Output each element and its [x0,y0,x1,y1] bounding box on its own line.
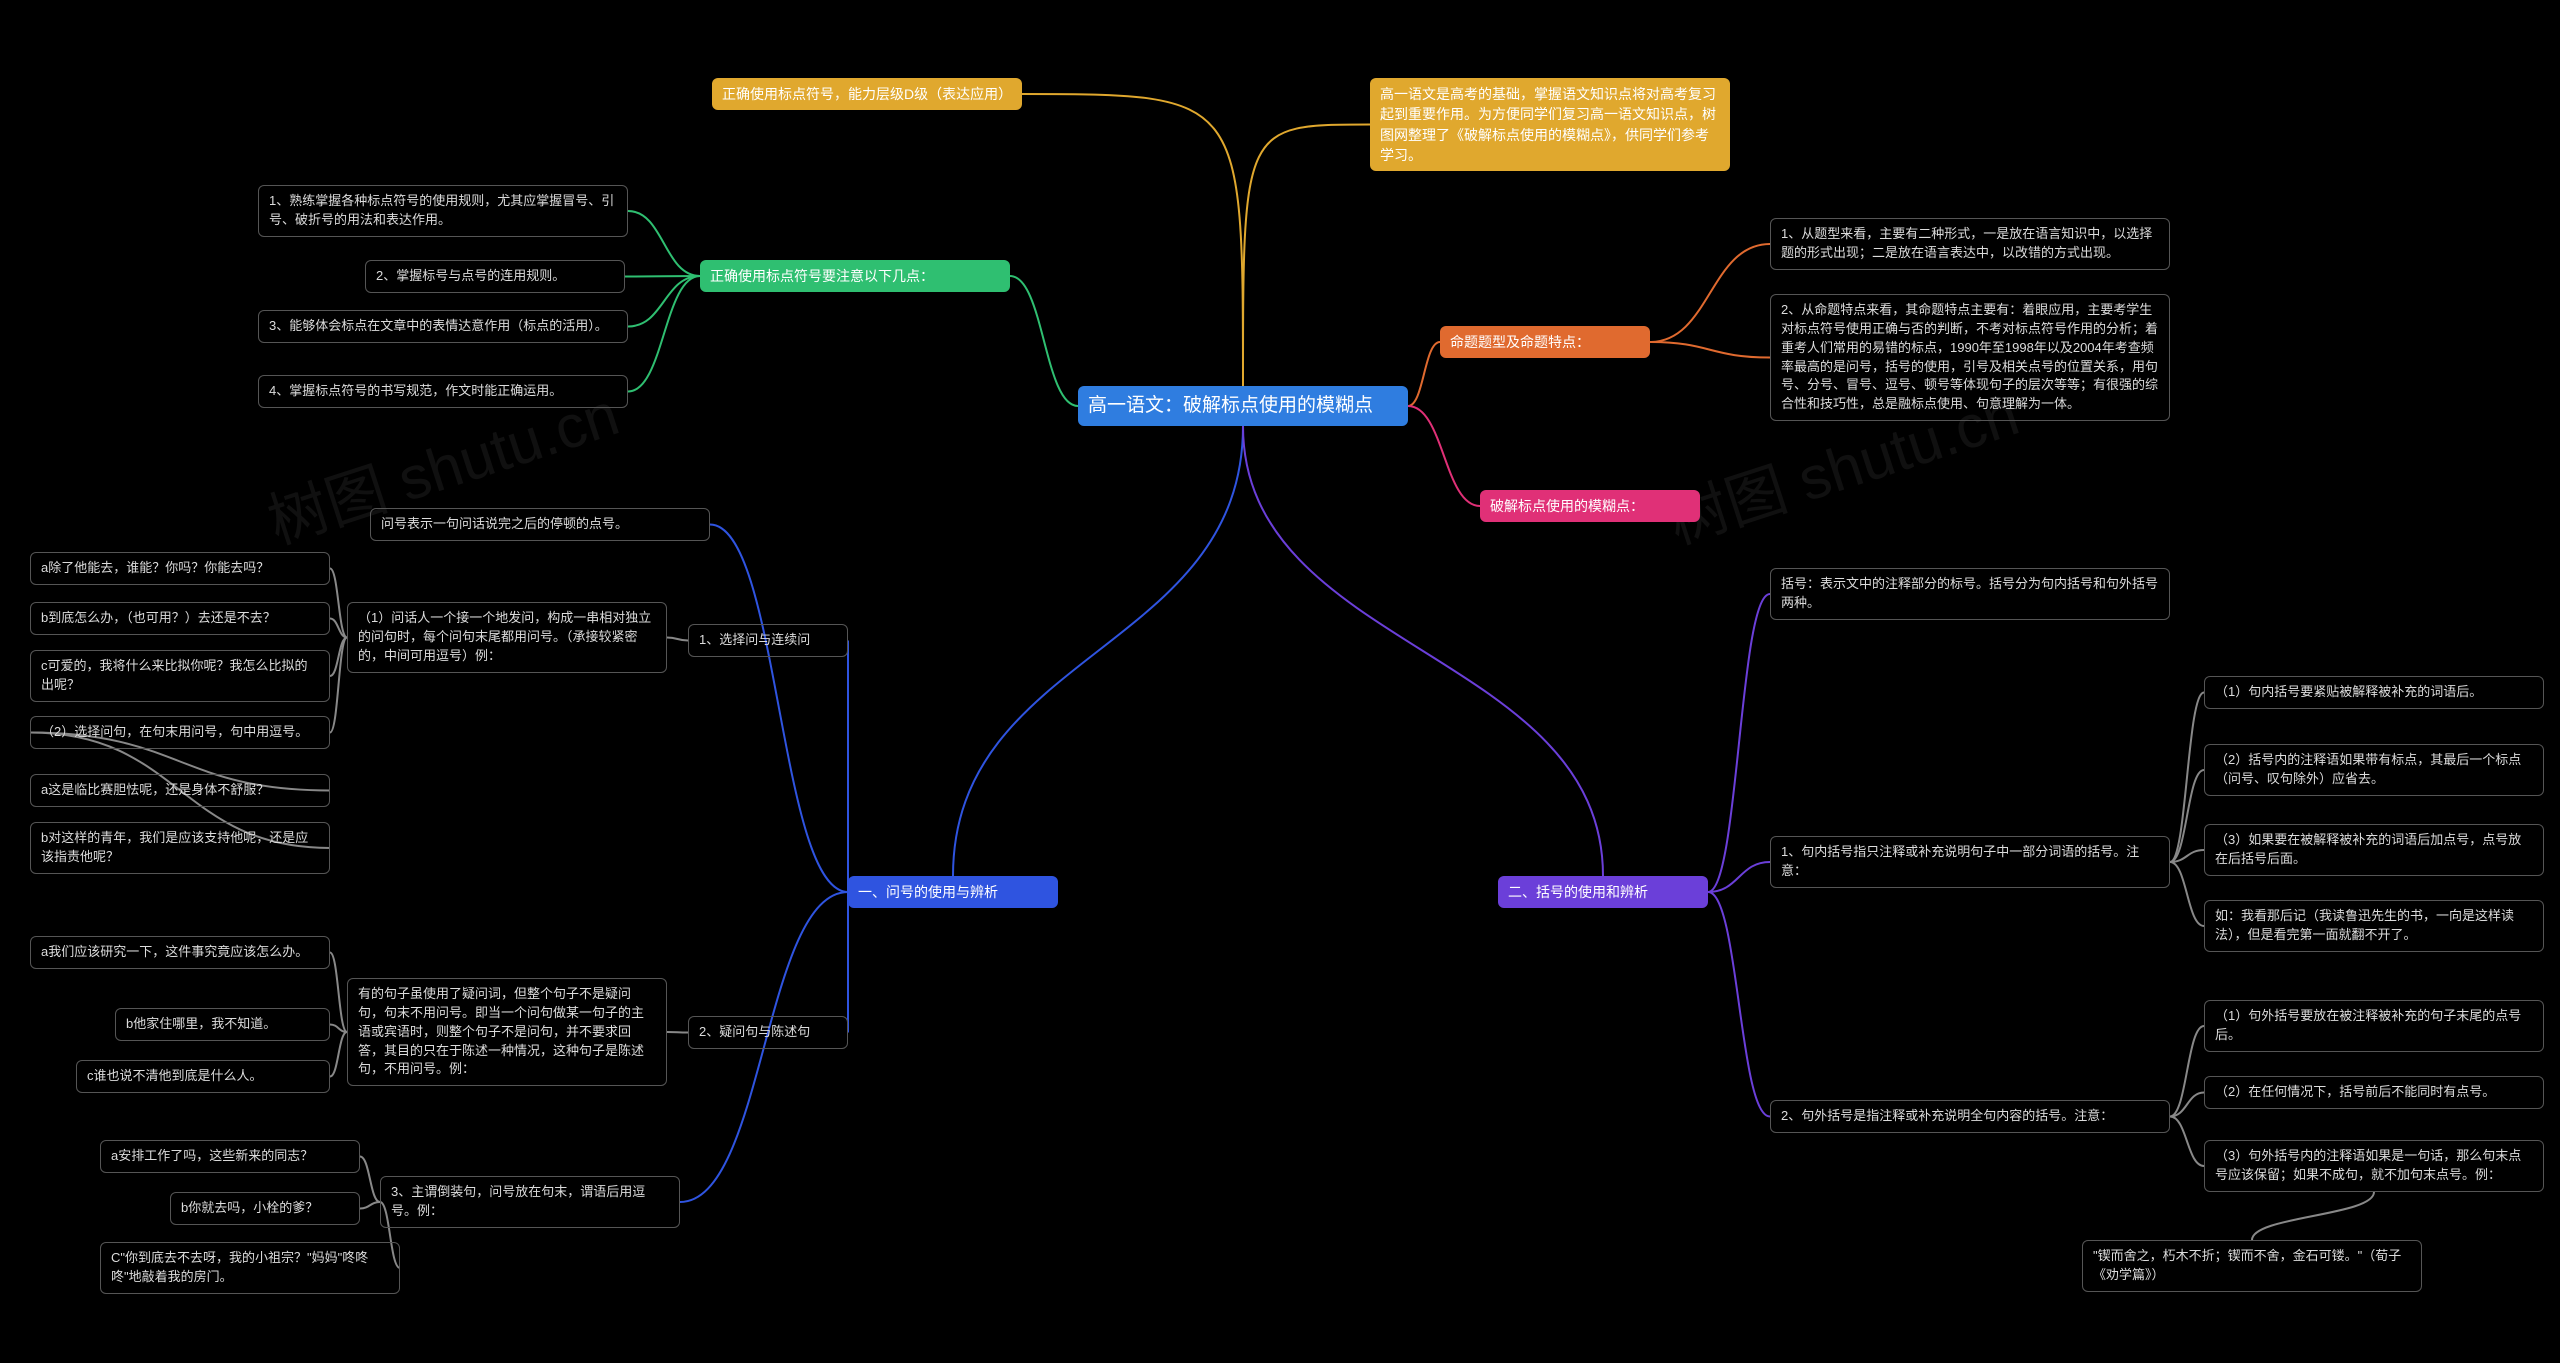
edge [625,276,700,277]
edge [2170,1093,2204,1117]
edge [628,276,700,327]
node-g1[interactable]: 1、熟练掌握各种标点符号的使用规则，尤其应掌握冒号、引号、破折号的用法和表达作用… [258,185,628,237]
node-b2a[interactable]: 有的句子虽使用了疑问词，但整个句子不是疑问句，句末不用问号。即当一个问句做某一句… [347,978,667,1086]
node-purple[interactable]: 二、括号的使用和辨析 [1498,876,1708,908]
node-p2_a[interactable]: （1）句外括号要放在被注释被补充的句子末尾的点号后。 [2204,1000,2544,1052]
node-p1_b[interactable]: （2）括号内的注释语如果带有标点，其最后一个标点（问号、叹句除外）应省去。 [2204,744,2544,796]
node-b2_b[interactable]: b他家住哪里，我不知道。 [115,1008,330,1041]
node-g3[interactable]: 3、能够体会标点在文章中的表情达意作用（标点的活用）。 [258,310,628,343]
node-b1a_c[interactable]: c可爱的，我将什么来比拟你呢？我怎么比拟的出呢？ [30,650,330,702]
node-b3_a[interactable]: a安排工作了吗，这些新来的同志？ [100,1140,360,1173]
edge [2170,1026,2204,1117]
node-b1b[interactable]: （2）选择问句，在句末用问号，句中用逗号。 [30,716,330,749]
edge [1243,125,1370,387]
node-b1a[interactable]: （1）问话人一个接一个地发问，构成一串相对独立的问句时，每个问句末尾都用问号。（… [347,602,667,673]
node-b2_a[interactable]: a我们应该研究一下，这件事究竟应该怎么办。 [30,936,330,969]
edge [330,1025,347,1033]
edge [330,1032,347,1077]
edge [1022,94,1243,386]
node-yellow2[interactable]: 高一语文是高考的基础，掌握语文知识点将对高考复习起到重要作用。为方便同学们复习高… [1370,78,1730,171]
node-b_t1[interactable]: 问号表示一句问话说完之后的停顿的点号。 [370,508,710,541]
node-green[interactable]: 正确使用标点符号要注意以下几点： [700,260,1010,292]
node-b2[interactable]: 2、疑问句与陈述句 [688,1016,848,1049]
edge [2170,862,2204,926]
node-b3_c[interactable]: C"你到底去不去呀，我的小祖宗？"妈妈"咚咚咚"地敲着我的房门。 [100,1242,400,1294]
edge [330,953,347,1033]
node-b3_b[interactable]: b你就去吗，小栓的爹？ [170,1192,360,1225]
edge [1408,342,1440,406]
node-yellow1[interactable]: 正确使用标点符号，能力层级D级（表达应用） [712,78,1022,110]
node-b1a_a[interactable]: a除了他能去，谁能？你吗？你能去吗？ [30,552,330,585]
node-g4[interactable]: 4、掌握标点符号的书写规范，作文时能正确运用。 [258,375,628,408]
node-b2_c[interactable]: c谁也说不清他到底是什么人。 [76,1060,330,1093]
edge [1650,342,1770,358]
node-b1a_b[interactable]: b到底怎么办，（也可用？）去还是不去？ [30,602,330,635]
node-b3[interactable]: 3、主谓倒装句，问号放在句末，谓语后用逗号。例： [380,1176,680,1228]
node-p1_d[interactable]: 如：我看那后记（我读鲁迅先生的书，一向是这样读法），但是看完第一面就翻不开了。 [2204,900,2544,952]
mindmap-canvas[interactable]: 树图 shutu.cn树图 shutu.cn高一语文：破解标点使用的模糊点正确使… [0,0,2560,1363]
node-p1_a[interactable]: （1）句内括号要紧贴被解释被补充的词语后。 [2204,676,2544,709]
edge [2170,850,2204,862]
edge [1708,594,1770,892]
edge [360,1157,380,1203]
node-p1_c[interactable]: （3）如果要在被解释被补充的词语后加点号，点号放在后括号后面。 [2204,824,2544,876]
edge [1708,862,1770,892]
node-blue[interactable]: 一、问号的使用与辨析 [848,876,1058,908]
edge [330,619,347,638]
edge [667,638,688,641]
edge [628,276,700,392]
edge [2170,1117,2204,1167]
edge [330,638,347,733]
node-p2[interactable]: 2、句外括号是指注释或补充说明全句内容的括号。注意： [1770,1100,2170,1133]
node-p2_c1[interactable]: "锲而舍之，朽木不折；锲而不舍，金石可镂。"（荀子《劝学篇》） [2082,1240,2422,1292]
node-p_t1[interactable]: 括号：表示文中的注释部分的标号。括号分为句内括号和句外括号两种。 [1770,568,2170,620]
node-p2_b[interactable]: （2）在任何情况下，括号前后不能同时有点号。 [2204,1076,2544,1109]
node-b1b_a[interactable]: a这是临比赛胆怯呢，还是身体不舒服？ [30,774,330,807]
edge [1650,244,1770,342]
edge [330,569,347,638]
edge [710,525,848,893]
node-o1[interactable]: 1、从题型来看，主要有二种形式，一是放在语言知识中，以选择题的形式出现；二是放在… [1770,218,2170,270]
edge [1708,892,1770,1117]
edge [2170,693,2204,863]
edge [953,426,1243,876]
edge [2170,770,2204,862]
node-orange[interactable]: 命题题型及命题特点： [1440,326,1650,358]
node-g2[interactable]: 2、掌握标号与点号的连用规则。 [365,260,625,293]
node-pink[interactable]: 破解标点使用的模糊点： [1480,490,1700,522]
edge [2252,1192,2374,1240]
edge [628,211,700,276]
edge [360,1202,380,1209]
node-p1[interactable]: 1、句内括号指只注释或补充说明句子中一部分词语的括号。注意： [1770,836,2170,888]
node-p2_c[interactable]: （3）句外括号内的注释语如果是一句话，那么句末点号应该保留；如果不成句，就不加句… [2204,1140,2544,1192]
node-o2[interactable]: 2、从命题特点来看，其命题特点主要有：着眼应用，主要考学生对标点符号使用正确与否… [1770,294,2170,421]
node-root[interactable]: 高一语文：破解标点使用的模糊点 [1078,386,1408,426]
edge [1010,276,1078,406]
node-b1[interactable]: 1、选择问与连续问 [688,624,848,657]
edge [1408,406,1480,506]
edge [330,638,347,677]
edge [667,1032,688,1033]
node-b1b_b[interactable]: b对这样的青年，我们是应该支持他呢，还是应该指责他呢？ [30,822,330,874]
